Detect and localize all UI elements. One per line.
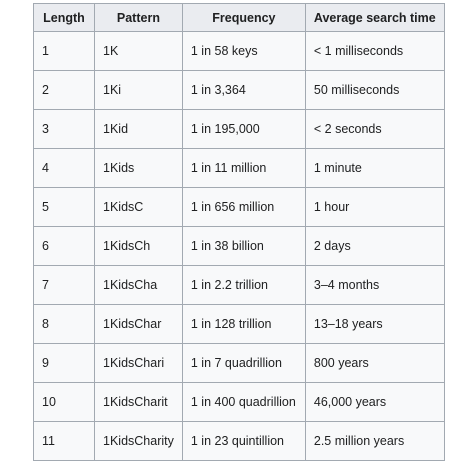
pattern-cell: 1KidsCha bbox=[94, 265, 183, 305]
length-cell: 11 bbox=[33, 421, 95, 461]
search-time-cell: 1 minute bbox=[304, 148, 445, 188]
frequency-cell: 1 in 195,000 bbox=[181, 109, 306, 149]
frequency-cell: 1 in 58 keys bbox=[181, 31, 306, 71]
table-row: 1 1K 1 in 58 keys < 1 milliseconds bbox=[33, 31, 445, 71]
search-time-cell: < 1 milliseconds bbox=[304, 31, 445, 71]
table-body: 1 1K 1 in 58 keys < 1 milliseconds 2 1Ki 1 in … bbox=[33, 31, 445, 461]
search-time-cell: 2.5 million years bbox=[304, 421, 445, 461]
search-time-cell: 800 years bbox=[304, 343, 445, 383]
search-time-cell: 13–18 years bbox=[304, 304, 445, 344]
pattern-cell: 1Ki bbox=[94, 70, 183, 110]
pattern-cell: 1KidsCh bbox=[94, 226, 183, 266]
table-header-row: Length Pattern Frequency Average search … bbox=[33, 3, 445, 32]
pattern-cell: 1KidsCharity bbox=[94, 421, 183, 461]
length-cell: 4 bbox=[33, 148, 95, 188]
frequency-cell: 1 in 3,364 bbox=[181, 70, 306, 110]
length-cell: 6 bbox=[33, 226, 95, 266]
length-cell: 9 bbox=[33, 343, 95, 383]
length-cell: 10 bbox=[33, 382, 95, 422]
search-time-cell: 46,000 years bbox=[304, 382, 445, 422]
frequency-cell: 1 in 23 quintillion bbox=[181, 421, 306, 461]
length-cell: 2 bbox=[33, 70, 95, 110]
pattern-cell: 1KidsChari bbox=[94, 343, 183, 383]
column-header-frequency: Frequency bbox=[181, 3, 306, 32]
table-row: 11 1KidsCharity 1 in 23 quintillion 2.5 mil… bbox=[33, 421, 445, 461]
length-cell: 7 bbox=[33, 265, 95, 305]
search-time-cell: < 2 seconds bbox=[304, 109, 445, 149]
table-row: 8 1KidsChar 1 in 128 trillion 13–18 years bbox=[33, 304, 445, 344]
pattern-cell: 1K bbox=[94, 31, 183, 71]
search-time-cell: 1 hour bbox=[304, 187, 445, 227]
column-header-average-search-time: Average search time bbox=[304, 3, 445, 32]
table-row: 3 1Kid 1 in 195,000 < 2 seconds bbox=[33, 109, 445, 149]
column-header-pattern: Pattern bbox=[94, 3, 183, 32]
table-row: 4 1Kids 1 in 11 million 1 minute bbox=[33, 148, 445, 188]
length-cell: 3 bbox=[33, 109, 95, 149]
search-time-cell: 3–4 months bbox=[304, 265, 445, 305]
table-row: 10 1KidsCharit 1 in 400 quadrillion 46,000 … bbox=[33, 382, 445, 422]
table-row: 7 1KidsCha 1 in 2.2 trillion 3–4 months bbox=[33, 265, 445, 305]
search-time-cell: 50 milliseconds bbox=[304, 70, 445, 110]
frequency-cell: 1 in 2.2 trillion bbox=[181, 265, 306, 305]
frequency-cell: 1 in 400 quadrillion bbox=[181, 382, 306, 422]
frequency-cell: 1 in 11 million bbox=[181, 148, 306, 188]
search-time-cell: 2 days bbox=[304, 226, 445, 266]
pattern-cell: 1Kids bbox=[94, 148, 183, 188]
pattern-cell: 1KidsChar bbox=[94, 304, 183, 344]
frequency-cell: 1 in 656 million bbox=[181, 187, 306, 227]
frequency-cell: 1 in 7 quadrillion bbox=[181, 343, 306, 383]
pattern-cell: 1KidsC bbox=[94, 187, 183, 227]
length-cell: 1 bbox=[33, 31, 95, 71]
frequency-cell: 1 in 38 billion bbox=[181, 226, 306, 266]
table-row: 5 1KidsC 1 in 656 million 1 hour bbox=[33, 187, 445, 227]
column-header-length: Length bbox=[33, 3, 95, 32]
length-cell: 5 bbox=[33, 187, 95, 227]
table-row: 9 1KidsChari 1 in 7 quadrillion 800 years bbox=[33, 343, 445, 383]
pattern-cell: 1KidsCharit bbox=[94, 382, 183, 422]
frequency-cell: 1 in 128 trillion bbox=[181, 304, 306, 344]
table-row: 2 1Ki 1 in 3,364 50 milliseconds bbox=[33, 70, 445, 110]
pattern-cell: 1Kid bbox=[94, 109, 183, 149]
vanity-address-table: Length Pattern Frequency Average search … bbox=[33, 3, 445, 461]
table-row: 6 1KidsCh 1 in 38 billion 2 days bbox=[33, 226, 445, 266]
length-cell: 8 bbox=[33, 304, 95, 344]
